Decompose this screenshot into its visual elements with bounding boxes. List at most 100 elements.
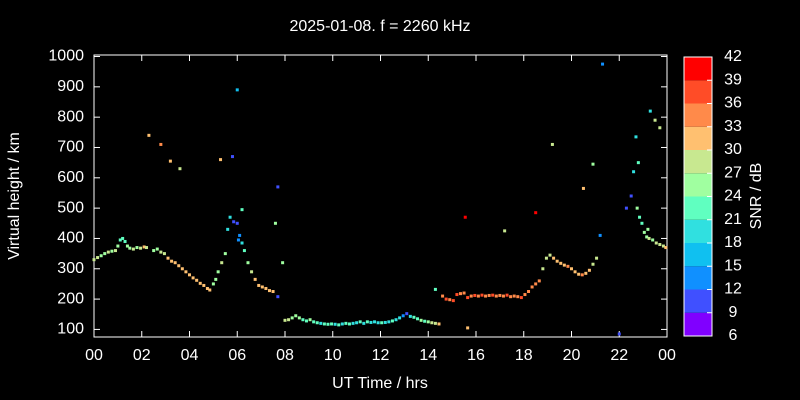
data-point: [223, 252, 227, 256]
y-tick-label: 500: [57, 199, 84, 216]
colorbar-tick-label: 42: [724, 48, 742, 65]
data-point: [322, 322, 326, 326]
colorbar-tick-label: 12: [724, 281, 742, 298]
colorbar-bin: [684, 173, 712, 197]
data-point: [380, 321, 384, 325]
data-point: [448, 298, 452, 302]
data-point: [358, 320, 362, 324]
data-point: [570, 267, 573, 271]
y-tick-label: 400: [57, 230, 84, 247]
data-point: [116, 244, 120, 248]
data-point: [573, 270, 577, 274]
data-point: [661, 244, 665, 248]
data-point: [617, 332, 621, 336]
x-tick-label: 04: [181, 347, 199, 364]
data-point: [541, 267, 545, 271]
data-point: [466, 326, 470, 330]
data-point: [297, 316, 301, 320]
data-point: [326, 322, 330, 326]
data-point: [155, 247, 159, 251]
data-point: [202, 283, 206, 287]
data-point: [319, 321, 323, 325]
data-point: [624, 206, 628, 210]
data-point: [281, 261, 285, 265]
data-point: [503, 229, 507, 233]
x-tick-label: 20: [563, 347, 581, 364]
colorbar-tick-label: 39: [724, 71, 742, 88]
data-point: [118, 238, 122, 242]
data-point: [430, 321, 434, 325]
data-point: [276, 295, 280, 299]
data-point: [240, 241, 244, 245]
data-point: [191, 276, 195, 280]
x-tick-label: 18: [515, 347, 533, 364]
data-point: [426, 320, 430, 324]
data-point: [226, 227, 230, 231]
data-point: [142, 245, 146, 249]
data-point: [433, 287, 437, 291]
data-point: [264, 286, 268, 290]
data-point: [232, 220, 236, 224]
data-point: [235, 88, 239, 92]
data-point: [301, 318, 305, 322]
data-point: [636, 161, 640, 165]
data-point: [362, 321, 366, 325]
data-point: [494, 294, 498, 298]
data-point: [162, 252, 166, 256]
data-point: [658, 243, 662, 247]
data-point: [178, 167, 182, 171]
data-point: [416, 317, 420, 321]
colorbar-bin: [684, 266, 712, 290]
data-point: [131, 247, 135, 251]
data-point: [505, 293, 509, 297]
data-point: [455, 293, 459, 297]
data-point: [550, 142, 554, 146]
data-point: [312, 320, 316, 324]
data-point: [365, 320, 369, 324]
data-point: [168, 159, 172, 163]
colorbar-tick-label: 24: [724, 188, 742, 205]
colorbar-tick-label: 15: [724, 257, 742, 274]
data-point: [188, 273, 191, 277]
x-tick-label: 16: [467, 347, 485, 364]
data-point: [484, 294, 488, 298]
data-point: [347, 322, 351, 326]
data-point: [441, 294, 445, 298]
data-point: [408, 314, 412, 318]
data-point: [584, 271, 588, 275]
x-tick-label: 10: [324, 347, 342, 364]
data-point: [664, 246, 668, 250]
data-point: [437, 322, 441, 326]
data-point: [544, 256, 548, 260]
y-tick-label: 100: [57, 321, 84, 338]
data-point: [333, 322, 337, 326]
data-point: [473, 293, 477, 297]
data-point: [640, 221, 644, 225]
data-point: [654, 241, 658, 245]
colorbar-label: SNR / dB: [748, 163, 765, 230]
data-point: [419, 318, 423, 322]
data-point: [287, 318, 291, 322]
data-point: [351, 321, 355, 325]
x-tick-label: 12: [372, 347, 390, 364]
data-point: [527, 290, 531, 294]
data-point: [205, 286, 209, 290]
data-point: [577, 272, 581, 276]
data-point: [246, 261, 250, 265]
data-point: [383, 320, 387, 324]
data-point: [642, 230, 646, 234]
colorbar-tick-label: 18: [724, 234, 742, 251]
data-point: [552, 256, 556, 260]
data-point: [208, 288, 212, 292]
data-point: [566, 264, 570, 268]
colorbar-bin: [684, 103, 712, 127]
colorbar-bin: [684, 57, 712, 81]
data-point: [423, 319, 427, 323]
data-point: [462, 291, 466, 295]
data-point: [634, 135, 638, 139]
data-point: [647, 236, 651, 240]
data-point: [398, 316, 402, 320]
y-tick-label: 600: [57, 169, 84, 186]
